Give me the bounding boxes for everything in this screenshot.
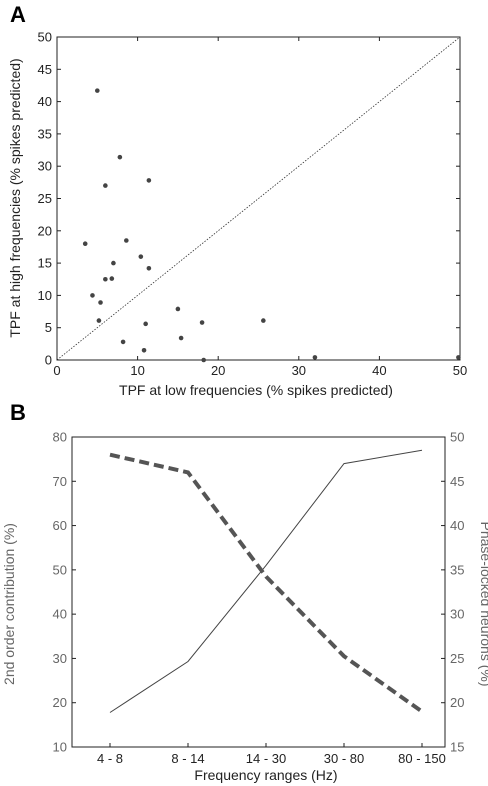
panel-a-y-tick-label: 15: [38, 256, 52, 271]
panel-a-data-point: [124, 238, 129, 243]
panel-b-right-y-axis-label: Phase-locked neurons (%): [478, 522, 488, 687]
panel-a-data-point: [117, 154, 123, 160]
panel-a-y-tick-label: 45: [38, 62, 52, 77]
panel-b-left-tick-label: 40: [53, 607, 67, 622]
panel-b-x-tick-label: 4 - 8: [97, 751, 123, 766]
panel-a-scatter: 0 10 20 30 40 50 0 5 10 15 20 25 30 35 40 45 50: [38, 30, 468, 379]
panel-a-y-tick-label: 30: [38, 159, 52, 174]
panel-a-data-point: [96, 318, 102, 323]
panel-a-y-tick-label: 0: [45, 353, 52, 368]
panel-b-left-tick-label: 20: [53, 695, 67, 710]
panel-a-label: A: [10, 2, 26, 27]
panel-b-label: B: [10, 400, 26, 425]
panel-b-left-tick-label: 10: [53, 740, 67, 755]
panel-a-x-tick-label: 10: [130, 363, 144, 378]
panel-a-x-tick-label: 30: [292, 363, 306, 378]
panel-a-data-point: [146, 265, 152, 271]
panel-a-data-point: [199, 320, 205, 325]
panel-a-data-point: [90, 293, 95, 298]
panel-a-x-tick-label: 40: [372, 363, 386, 378]
panel-b-right-tick-label: 20: [450, 695, 464, 710]
panel-a-diagonal-reference-line: [56, 36, 461, 361]
panel-a-data-point: [95, 88, 100, 93]
panel-a-data-point: [138, 254, 144, 259]
panel-a-x-tick-label: 50: [453, 363, 467, 378]
panel-b-right-tick-label: 50: [450, 430, 464, 445]
panel-a-data-point: [98, 300, 103, 305]
panel-a-data-point: [109, 276, 115, 281]
panel-b-series-line-solid: [109, 449, 423, 713]
panel-b-left-tick-label: 80: [53, 430, 67, 445]
panel-b-line-chart: 10 20 30 40 50 60 70 80 15 20 25 30 35 40 45 50 4 - 8 8 -…: [53, 430, 465, 767]
panel-b-series-line-dashed: [109, 452, 424, 714]
panel-a-data-point: [312, 355, 318, 360]
panel-b-right-tick-label: 45: [450, 474, 464, 489]
panel-a-data-point: [201, 357, 206, 363]
panel-b-x-tick-label: 30 - 80: [324, 751, 364, 766]
panel-a-data-point: [143, 321, 148, 327]
panel-b-right-tick-label: 40: [450, 518, 464, 533]
panel-b-right-tick-label: 35: [450, 562, 464, 577]
panel-b-x-axis-label: Frequency ranges (Hz): [194, 767, 337, 783]
panel-b-x-tick-label: 8 - 14: [171, 751, 204, 766]
panel-a-data-point: [141, 348, 147, 353]
panel-a-y-axis-label: TPF at high frequencies (% spikes predic…: [7, 58, 23, 337]
panel-b-right-tick-label: 15: [450, 740, 464, 755]
panel-b-right-tick-label: 25: [450, 651, 464, 666]
panel-b-left-y-axis-label: 2nd order contribution (%): [1, 523, 17, 685]
panel-b-x-tick-label: 14 - 30: [246, 751, 286, 766]
panel-a-data-point: [103, 276, 108, 282]
panel-a-y-tick-label: 5: [45, 320, 52, 335]
panel-a-data-point: [146, 178, 152, 183]
panel-a-y-tick-label: 35: [38, 126, 52, 141]
panel-a-x-tick-label: 20: [211, 363, 225, 378]
panel-a-data-point: [175, 306, 181, 312]
panel-b-plot-frame: [71, 436, 446, 748]
panel-b-left-tick-label: 70: [53, 474, 67, 489]
panel-a-y-tick-label: 25: [38, 191, 52, 206]
panel-a-data-point: [178, 335, 184, 341]
panel-b-left-tick-label: 30: [53, 651, 67, 666]
panel-b-left-tick-label: 50: [53, 562, 67, 577]
panel-a-x-tick-label: 0: [53, 363, 60, 378]
panel-a-y-tick-label: 50: [38, 30, 52, 45]
panel-a-x-axis-label: TPF at low frequencies (% spikes predict…: [119, 382, 393, 398]
panel-a-data-point: [82, 241, 88, 247]
panel-a-y-tick-label: 20: [38, 223, 52, 238]
panel-a-data-point: [120, 339, 126, 345]
panel-a-data-point: [261, 318, 266, 323]
panel-a-y-tick-label: 10: [38, 288, 52, 303]
panel-b-x-tick-label: 80 - 150: [398, 751, 446, 766]
panel-a-data-point: [111, 260, 116, 266]
panel-a-data-point: [456, 355, 461, 360]
panel-b-left-tick-label: 60: [53, 518, 67, 533]
panel-b-right-tick-label: 30: [450, 607, 464, 622]
panel-a-y-tick-label: 40: [38, 94, 52, 109]
panel-a-data-point: [103, 183, 108, 188]
